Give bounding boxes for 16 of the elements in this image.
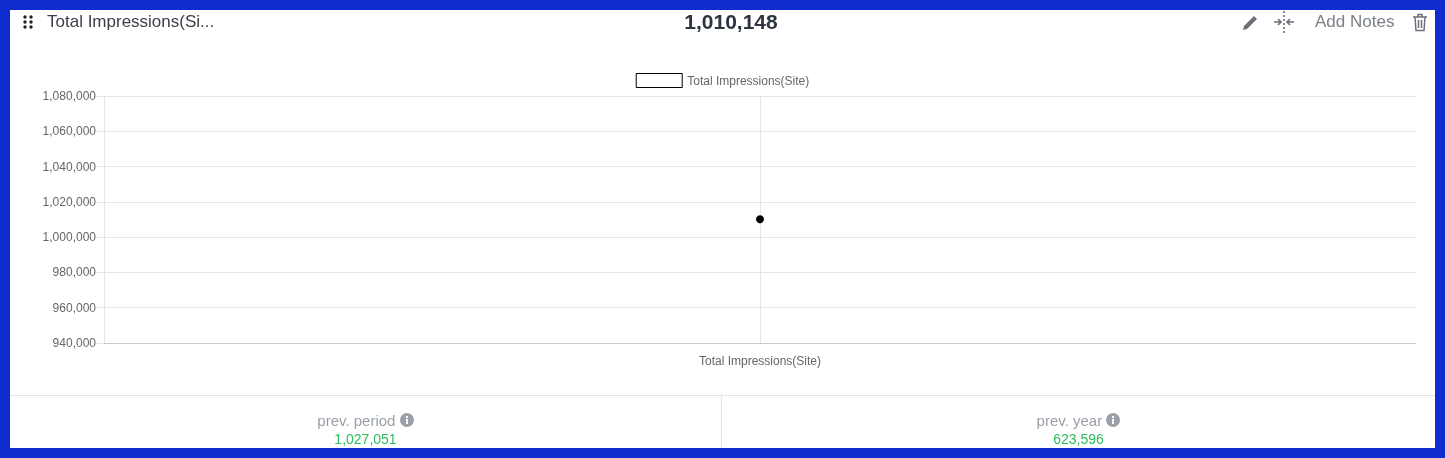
legend-label: Total Impressions(Site) xyxy=(687,73,810,88)
chart-title: Total Impressions(Si... xyxy=(47,12,215,32)
y-tick-label: 1,060,000 xyxy=(42,124,97,139)
text: 1,027,051 xyxy=(333,431,398,447)
text: Add Notes xyxy=(1315,12,1395,32)
y-tick-label: 1,000,000 xyxy=(42,230,97,245)
y-tick-label: 1,020,000 xyxy=(42,194,97,209)
y-tick-label: 1,040,000 xyxy=(42,159,97,174)
text: 623,596 xyxy=(1052,431,1105,447)
y-tick-label: 980,000 xyxy=(52,265,97,280)
y-tick-label: 940,000 xyxy=(52,336,97,350)
y-tick-label: 960,000 xyxy=(52,300,97,315)
text: prev. period xyxy=(317,412,396,429)
y-tick-label: 1,080,000 xyxy=(42,89,97,103)
chart-subtitle: 1,010,148 xyxy=(684,10,778,33)
text: prev. year xyxy=(1036,412,1103,429)
